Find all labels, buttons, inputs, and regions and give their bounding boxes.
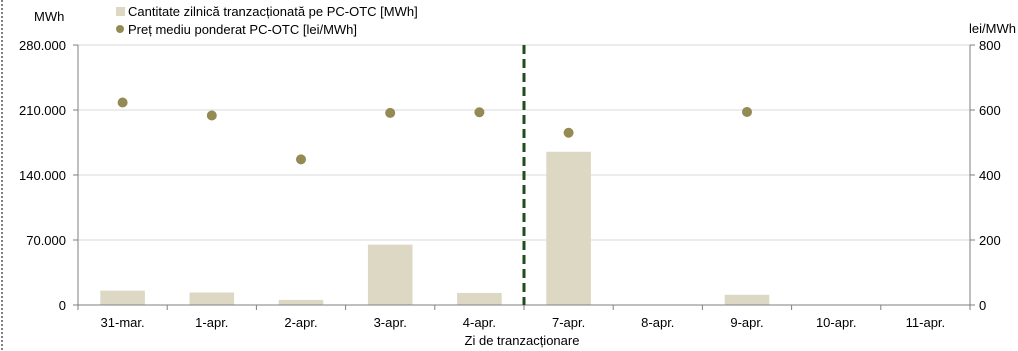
x-tick-label: 10-apr.: [816, 315, 856, 330]
legend-swatch-bar: [116, 7, 125, 16]
bar: [189, 292, 235, 305]
legend: Cantitate zilnică tranzacționată pe PC-O…: [116, 4, 418, 37]
price-point: [385, 107, 396, 118]
right-tick-label: 0: [979, 298, 986, 313]
legend-label-bar: Cantitate zilnică tranzacționată pe PC-O…: [128, 4, 418, 19]
left-tick-label: 140.000: [19, 168, 66, 183]
bar: [278, 299, 324, 305]
right-tick-label: 400: [979, 168, 1001, 183]
bars-layer: [100, 151, 770, 305]
x-tick-label: 11-apr.: [906, 315, 946, 330]
right-tick-label: 200: [979, 233, 1001, 248]
bar: [724, 294, 770, 305]
left-axis-title: MWh: [34, 9, 64, 24]
price-point: [296, 154, 306, 165]
right-axis-title: lei/MWh: [969, 21, 1016, 36]
left-tick-label: 210.000: [19, 103, 66, 118]
price-point: [474, 107, 485, 118]
x-tick-label: 4-apr.: [463, 315, 496, 330]
price-point: [563, 127, 574, 138]
x-tick-label: 7-apr.: [552, 315, 585, 330]
points-layer: [117, 97, 752, 165]
x-axis-title: Zi de tranzacționare: [465, 333, 580, 348]
price-point: [742, 106, 752, 117]
right-tick-label: 600: [979, 103, 1001, 118]
x-tick-label: 8-apr.: [641, 315, 674, 330]
left-tick-label: 280.000: [19, 38, 66, 53]
labels-layer: 0 70.000 140.000 210.000 280.000 0 200 400 600 80…: [19, 38, 1001, 330]
x-tick-label: 2-apr.: [284, 315, 317, 330]
bar: [367, 244, 413, 305]
x-tick-label: 3-apr.: [374, 315, 407, 330]
x-tick-label: 1-apr.: [195, 315, 228, 330]
price-point: [117, 97, 128, 108]
bar: [100, 290, 145, 305]
left-tick-label: 0: [59, 298, 66, 313]
x-tick-label: 9-apr.: [730, 315, 763, 330]
price-point: [206, 110, 217, 121]
legend-label-dot: Preț mediu ponderat PC-OTC [lei/MWh]: [128, 22, 357, 37]
bar: [546, 151, 591, 305]
left-tick-label: 70.000: [26, 233, 66, 248]
x-tick-label: 31-mar.: [101, 315, 145, 330]
bar: [457, 292, 502, 305]
legend-swatch-dot: [116, 25, 124, 33]
right-tick-label: 800: [979, 38, 1001, 53]
